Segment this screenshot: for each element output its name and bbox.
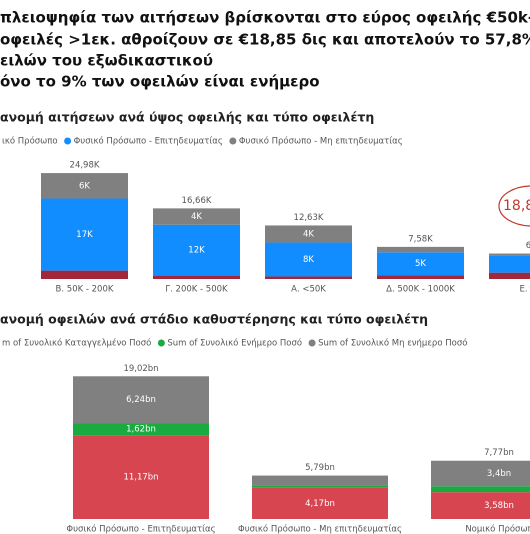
annotation-text: 18,8	[503, 198, 530, 214]
bar-segment	[153, 208, 240, 225]
total-label: 12,63K	[294, 213, 324, 223]
bar-segment	[431, 492, 530, 519]
segment-label: 12K	[188, 246, 205, 256]
segment-label: 4K	[303, 229, 314, 239]
bar-segment	[73, 423, 209, 436]
legend-label: Sum of Συνολικό Μη ενήμερο Ποσό	[318, 338, 467, 349]
segment-label: 3,58bn	[484, 501, 514, 511]
annotation-circle	[498, 185, 530, 227]
total-label: 7,77bn	[484, 448, 514, 458]
header-line: όνο το 9% των οφειλών είναι ενήμερο	[0, 73, 320, 91]
legend-label: Φυσικό Πρόσωπο - Μη επιτηδευματίας	[239, 136, 403, 147]
bar-segment	[377, 275, 464, 279]
x-tick-label: Β. 50Κ - 200Κ	[56, 285, 114, 295]
total-label: 6,0	[526, 241, 530, 251]
header-line: οφειλές >1εκ. αθροίζουν σε €18,85 δις κα…	[0, 31, 530, 49]
bar-segment	[431, 460, 530, 487]
legend-swatch	[64, 137, 72, 145]
bar-segment	[377, 252, 464, 276]
segment-label: 6,24bn	[126, 395, 156, 405]
total-label: 19,02bn	[123, 364, 158, 374]
bar-segment	[252, 475, 388, 486]
x-tick-label: Δ. 500Κ - 1000Κ	[386, 285, 455, 295]
x-tick-label: Γ. 200Κ - 500Κ	[165, 285, 228, 295]
x-tick-label: Α. <50Κ	[291, 285, 326, 295]
x-tick-label: Ε. > 1	[519, 285, 530, 295]
segment-label: 8K	[303, 255, 314, 265]
bar-segment	[265, 242, 352, 277]
bar-segment	[252, 485, 388, 488]
legend-label: Φυσικό Πρόσωπο - Επιτηδευματίας	[74, 136, 223, 147]
header-line: ειλών του εξωδικαστικού	[0, 52, 213, 70]
bar-segment	[41, 173, 128, 199]
segment-label: 4K	[191, 212, 202, 222]
bar-segment	[73, 435, 209, 519]
legend-label: ικό Πρόσωπο	[2, 136, 58, 147]
total-label: 7,58K	[408, 234, 433, 244]
legend-label: m of Συνολικό Καταγγελμένο Ποσό	[2, 338, 151, 349]
bar-segment	[252, 487, 388, 519]
bar-segment	[41, 198, 128, 271]
segment-label: 6K	[79, 181, 90, 191]
total-label: 24,98K	[70, 161, 100, 171]
header-line: πλειοψηφία των αιτήσεων βρίσκονται στο ε…	[0, 9, 530, 27]
segment-label: 11,17bn	[123, 473, 158, 483]
chart-title: ανομή οφειλών ανά στάδιο καθυστέρησης κα…	[0, 312, 428, 327]
bar-segment	[265, 225, 352, 243]
legend-swatch	[157, 339, 165, 347]
bar-segment	[153, 275, 240, 279]
bar-segment	[265, 276, 352, 279]
bar-segment	[153, 224, 240, 276]
chart-title: ανομή αιτήσεων ανά ύψος οφειλής και τύπο…	[0, 110, 374, 125]
bar-segment	[489, 255, 530, 273]
total-label: 16,66K	[182, 196, 212, 206]
legend-label: Sum of Συνολικό Ενήμερο Ποσό	[167, 338, 302, 349]
segment-label: 1,62bn	[126, 425, 156, 435]
total-label: 5,79bn	[305, 463, 335, 473]
segment-label: 5K	[415, 259, 426, 269]
x-tick-label: Φυσικό Πρόσωπο - Επιτηδευματίας	[66, 524, 215, 534]
legend-swatch	[308, 339, 316, 347]
x-tick-label: Φυσικό Πρόσωπο - Μη επιτηδευματίας	[238, 524, 402, 534]
bar-segment	[431, 486, 530, 493]
legend-swatch	[229, 137, 237, 145]
x-tick-label: Νομικό Πρόσωπ	[465, 524, 530, 534]
segment-label: 3,4bn	[487, 469, 511, 479]
bar-segment	[73, 376, 209, 424]
bar-segment	[489, 253, 530, 256]
segment-label: 4,17bn	[305, 499, 335, 509]
bar-segment	[489, 272, 530, 279]
segment-label: 17K	[76, 230, 93, 240]
bar-segment	[41, 270, 128, 279]
bar-segment	[377, 246, 464, 253]
